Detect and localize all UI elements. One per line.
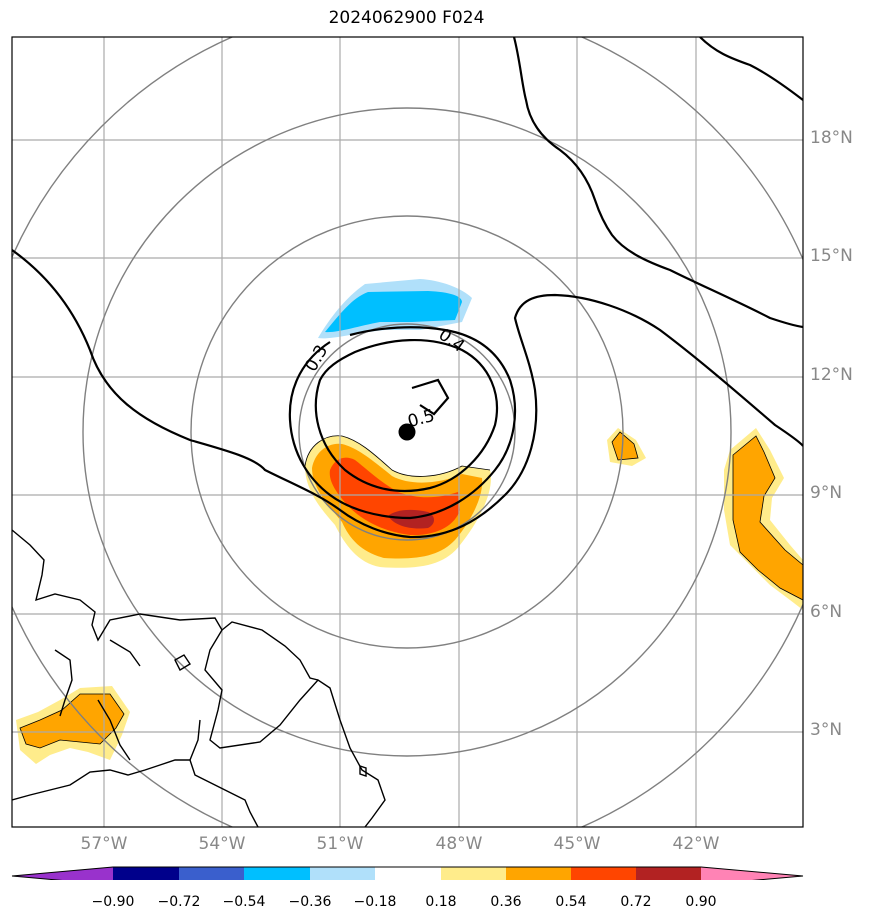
colorbar-tick-label: 0.54: [555, 894, 587, 910]
coastline: [12, 529, 386, 827]
colorbar-tick-label: 0.36: [490, 894, 522, 910]
colorbar-extend-low: [12, 867, 113, 880]
lat-label-3n: 3°N: [810, 720, 843, 740]
lat-label-18n: 18°N: [810, 128, 853, 148]
negative-anomaly-core: [325, 291, 462, 333]
lon-label-51w: 51°W: [316, 834, 364, 854]
contour-north: [512, 37, 803, 329]
colorbar-tick-label: 0.90: [685, 894, 717, 910]
colorbar-tick-label: −0.54: [222, 894, 266, 910]
colorbar-tick-label: −0.36: [288, 894, 332, 910]
colorbar-extend-high: [701, 867, 803, 880]
contour-inner: [411, 378, 450, 416]
colorbar-tick-label: −0.90: [91, 894, 135, 910]
positive-anomaly-outline: [304, 435, 491, 477]
lat-label-6n: 6°N: [810, 602, 843, 622]
pressure-contours: [12, 37, 803, 539]
lat-lon-grid: [12, 37, 803, 827]
contour-0-4: [288, 326, 517, 520]
shaded-fields: [16, 279, 803, 764]
storm-center-marker: [398, 423, 416, 441]
map-frame: [11, 36, 804, 828]
positive-anomaly-peak: [388, 509, 434, 529]
positive-anomaly-east-core: [732, 435, 803, 601]
contour-ne: [699, 37, 803, 101]
lon-label-42w: 42°W: [672, 834, 720, 854]
colorbar-tick-label: −0.72: [157, 894, 201, 910]
contour-label-0-5: 0.5: [406, 406, 437, 432]
range-rings: [12, 37, 803, 827]
positive-anomaly-small-core: [611, 431, 639, 461]
lon-label-54w: 54°W: [198, 834, 246, 854]
colorbar-tick-label: 0.72: [620, 894, 652, 910]
lat-label-12n: 12°N: [810, 365, 853, 385]
colorbar-tick-label: 0.18: [425, 894, 457, 910]
contour-0-5: [314, 338, 499, 493]
lon-label-48w: 48°W: [435, 834, 483, 854]
map-canvas: 0.3 0.4 0.5: [11, 36, 804, 880]
lon-label-45w: 45°W: [553, 834, 601, 854]
map-title: 2024062900 F024: [328, 8, 485, 28]
lat-label-15n: 15°N: [810, 246, 853, 266]
lon-label-57w: 57°W: [80, 834, 128, 854]
colorbar: [11, 866, 804, 880]
lat-label-9n: 9°N: [810, 483, 843, 503]
contour-0-3: [12, 249, 803, 539]
colorbar-tick-label: −0.18: [353, 894, 397, 910]
